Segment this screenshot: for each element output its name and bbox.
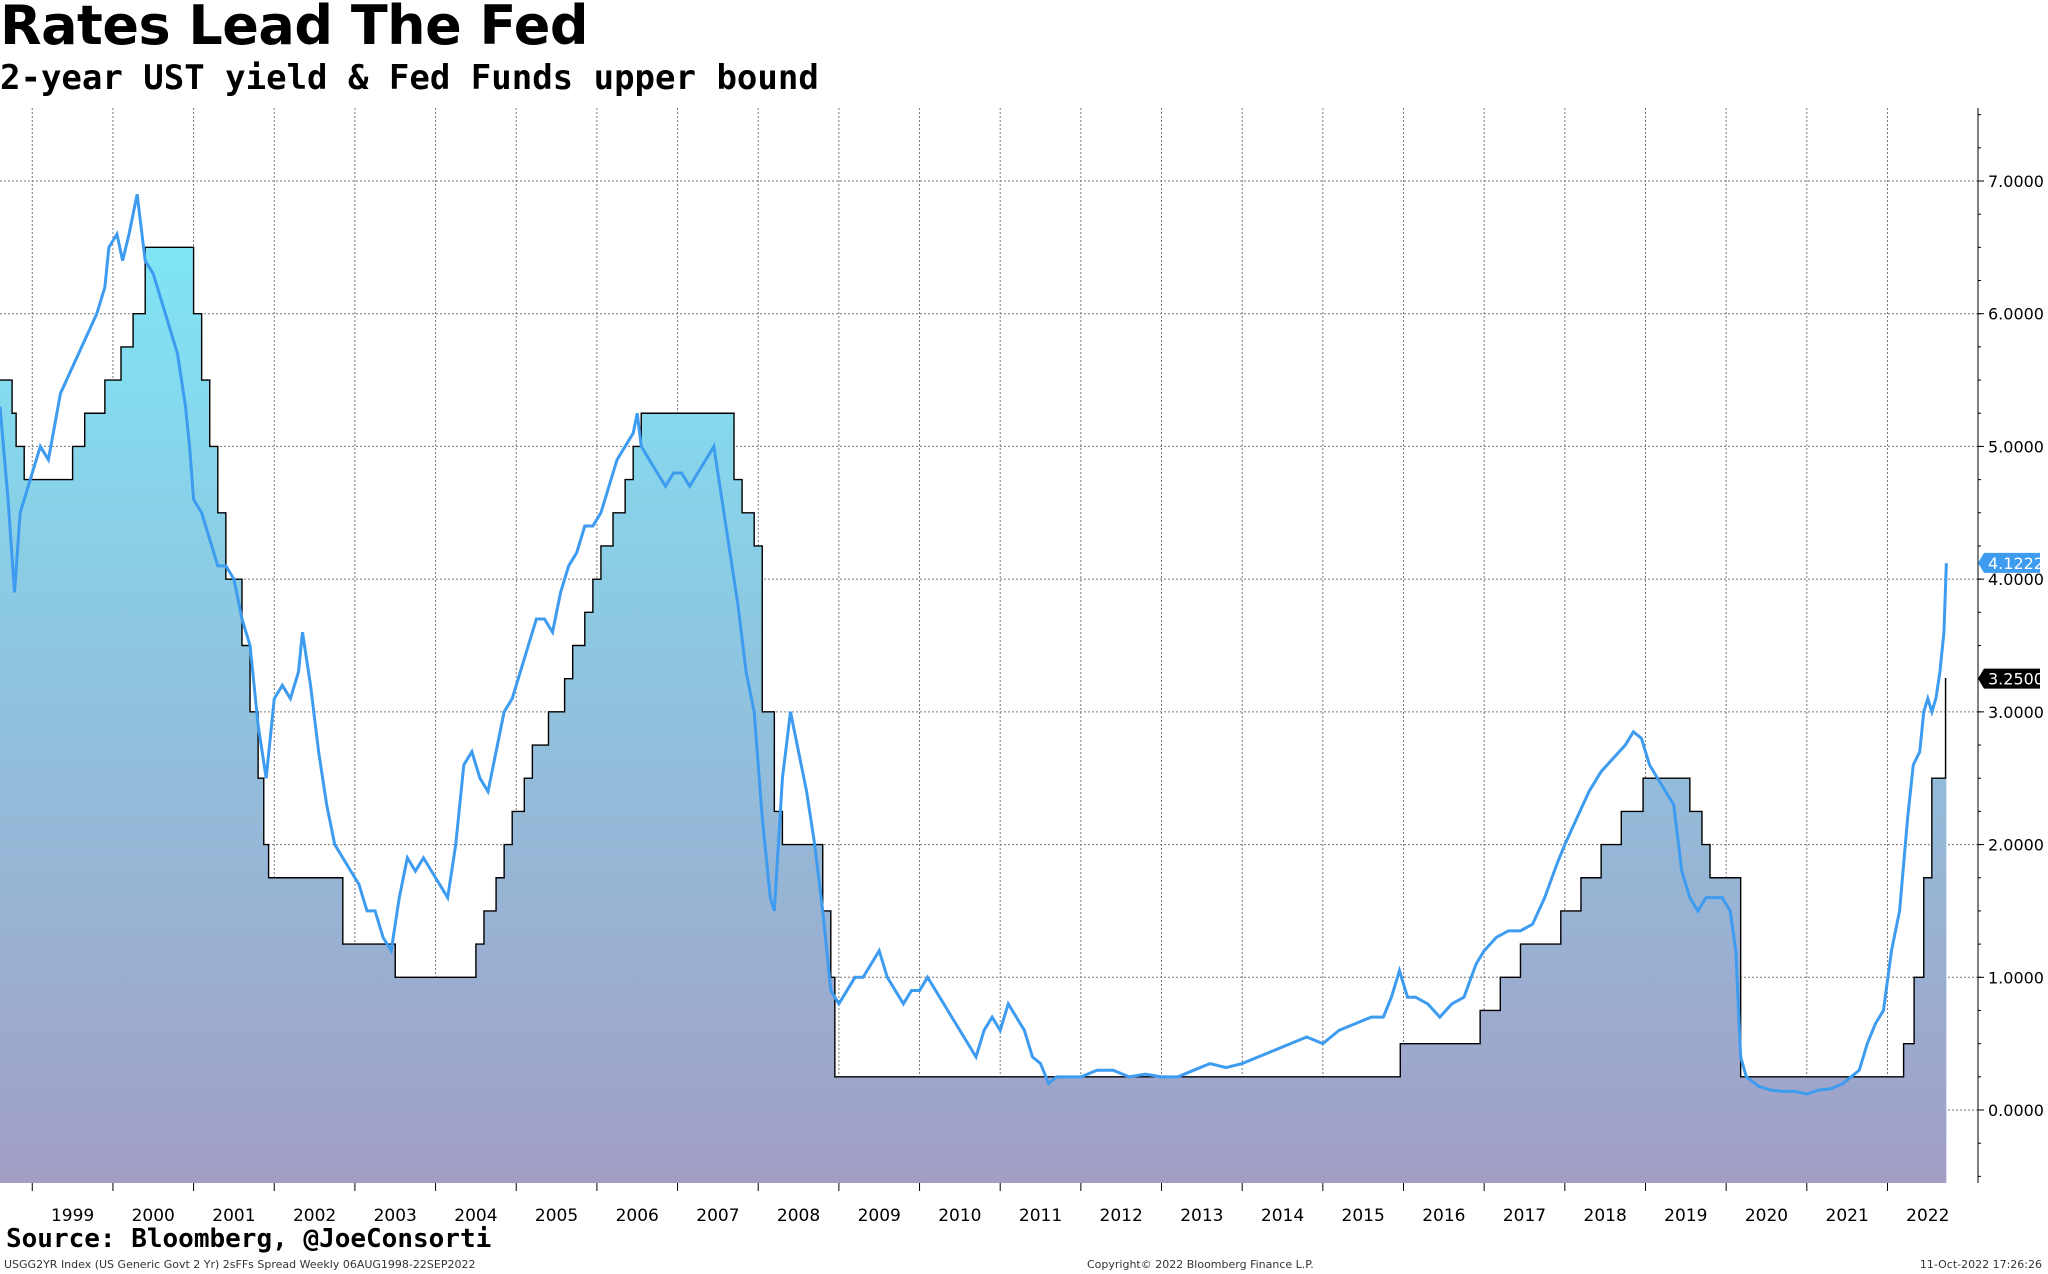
x-tick-label: 2001 — [212, 1206, 255, 1226]
y-tick-label: 3.0000 — [1988, 703, 2044, 722]
x-tick-label: 2018 — [1584, 1206, 1627, 1226]
fed-funds-area — [0, 247, 1947, 1183]
x-tick-label: 2008 — [777, 1206, 820, 1226]
last-value-text: 4.1222 — [1988, 554, 2044, 573]
x-tick-label: 2019 — [1664, 1206, 1707, 1226]
y-tick-label: 5.0000 — [1988, 437, 2044, 456]
footer-timestamp: 11-Oct-2022 17:26:26 — [1919, 1258, 2042, 1271]
x-tick-label: 2011 — [1019, 1206, 1062, 1226]
x-tick-label: 2003 — [374, 1206, 417, 1226]
x-tick-label: 2012 — [1100, 1206, 1143, 1226]
x-tick-label: 2014 — [1261, 1206, 1304, 1226]
last-value-labels: 4.1222 3.2500 — [1978, 552, 2044, 689]
last-value-label: 3.2500 — [1978, 668, 2044, 689]
x-tick-label: 2013 — [1180, 1206, 1223, 1226]
x-tick-label: 2004 — [454, 1206, 497, 1226]
last-value-text: 3.2500 — [1988, 670, 2044, 689]
x-tick-label: 2020 — [1745, 1206, 1788, 1226]
x-tick-label: 2009 — [858, 1206, 901, 1226]
fed-funds-step-line — [0, 246, 1947, 1078]
y-tick-label: 6.0000 — [1988, 305, 2044, 324]
ust-2y-yield-line — [0, 193, 1948, 1096]
x-tick-label: 2007 — [696, 1206, 739, 1226]
y-tick-label: 4.0000 — [1988, 570, 2044, 589]
x-tick-label: 2002 — [293, 1206, 336, 1226]
chart-area: 0.0000 1.0000 2.0000 3.0000 4.0000 5.0000 6.00… — [0, 108, 2044, 1226]
axes: 0.0000 1.0000 2.0000 3.0000 4.0000 5.0000 6.00… — [31, 108, 2044, 1226]
y-tick-label: 2.0000 — [1988, 836, 2044, 855]
y-tick-label: 7.0000 — [1988, 172, 2044, 191]
x-tick-label: 2016 — [1422, 1206, 1465, 1226]
last-value-badge — [1978, 668, 2040, 689]
x-tick-label: 1999 — [51, 1206, 94, 1226]
footer-index-info: USGG2YR Index (US Generic Govt 2 Yr) 2sF… — [4, 1258, 476, 1271]
x-tick-label: 2022 — [1906, 1206, 1949, 1226]
x-tick-label: 2006 — [616, 1206, 659, 1226]
last-value-badge — [1978, 552, 2040, 573]
y-tick-label: 1.0000 — [1988, 968, 2044, 987]
x-tick-label: 2021 — [1826, 1206, 1869, 1226]
source-note: Source: Bloomberg, @JoeConsorti — [6, 1224, 492, 1254]
chart-title: Rates Lead The Fed — [0, 0, 589, 57]
y-tick-label: 0.0000 — [1988, 1101, 2044, 1120]
x-tick-label: 2010 — [938, 1206, 981, 1226]
footer-copyright: Copyright© 2022 Bloomberg Finance L.P. — [1087, 1258, 1314, 1271]
x-tick-label: 2005 — [535, 1206, 578, 1226]
x-tick-label: 2000 — [132, 1206, 175, 1226]
x-tick-label: 2017 — [1503, 1206, 1546, 1226]
last-value-label: 4.1222 — [1978, 552, 2044, 573]
x-tick-label: 2015 — [1342, 1206, 1385, 1226]
chart-subtitle: 2-year UST yield & Fed Funds upper bound — [0, 58, 819, 98]
